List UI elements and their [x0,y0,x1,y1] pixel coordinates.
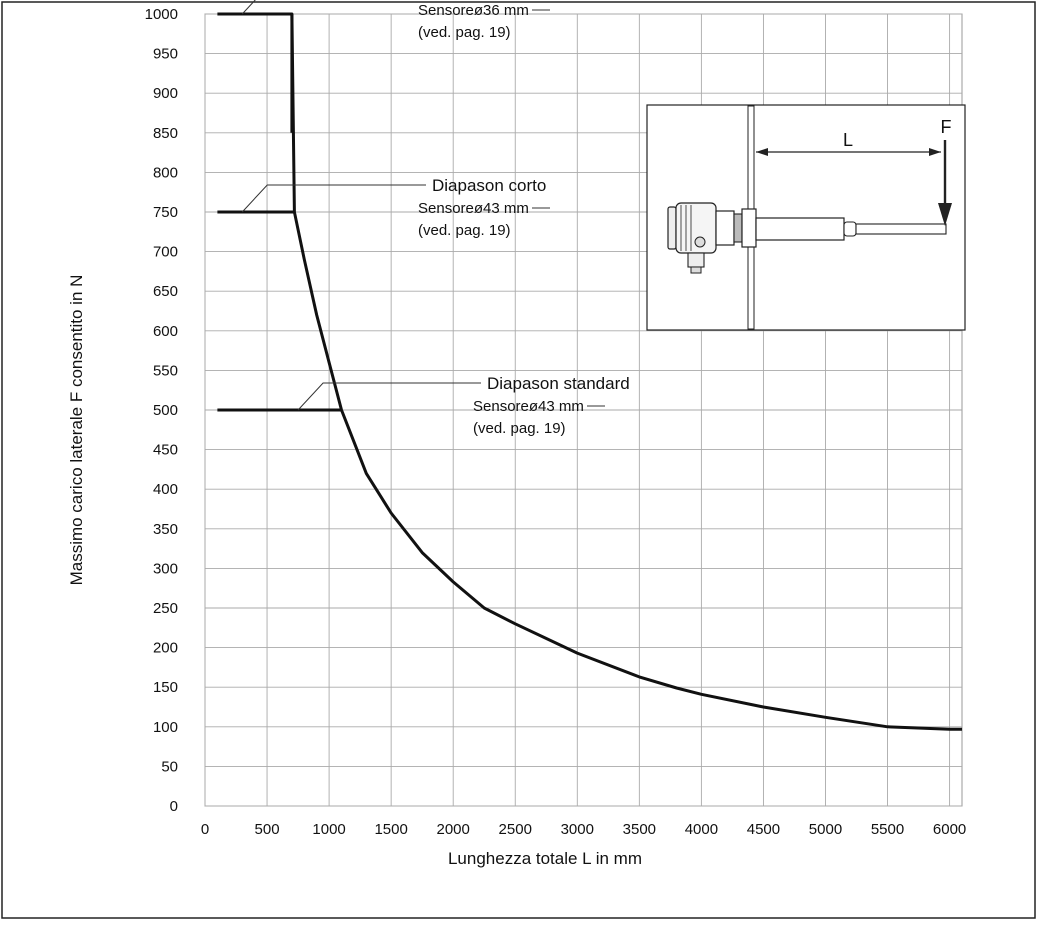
y-tick-label: 300 [153,560,178,577]
force-label: F [941,117,952,137]
y-tick-label: 1000 [145,6,178,23]
y-tick-label: 850 [153,125,178,142]
y-tick-label: 0 [170,798,178,815]
annotation-leader [241,0,256,15]
y-tick-label: 750 [153,204,178,221]
annotation-sensor: Sensoreø43 mm [473,398,584,415]
y-tick-label: 800 [153,164,178,181]
length-label: L [843,130,853,150]
y-tick-label: 150 [153,679,178,696]
annotation-leader [297,382,481,411]
x-axis-title: Lunghezza totale L in mm [448,849,642,868]
y-tick-label: 700 [153,244,178,261]
tuning-fork [855,223,947,235]
y-tick-label: 500 [153,402,178,419]
y-tick-label: 900 [153,85,178,102]
housing-cap [667,206,677,250]
x-tick-label: 1500 [374,821,407,838]
y-tick-label: 650 [153,283,178,300]
annotation-sensor: Sensoreø43 mm [418,200,529,217]
x-tick-label: 6000 [933,821,966,838]
x-tick-label: 500 [255,821,280,838]
adapter [715,210,735,246]
x-tick-label: 5500 [871,821,904,838]
cable-gland [687,252,705,268]
y-tick-label: 250 [153,600,178,617]
x-tick-label: 3000 [561,821,594,838]
y-tick-label: 600 [153,323,178,340]
y-tick-label: 450 [153,442,178,459]
probe-tube [755,217,845,241]
annotation-ref: (ved. pag. 19) [418,222,511,239]
x-tick-label: 0 [201,821,209,838]
x-tick-label: 2000 [437,821,470,838]
y-tick-label: 200 [153,640,178,657]
annotation-ref: (ved. pag. 19) [418,24,511,41]
x-tick-label: 4500 [747,821,780,838]
x-tick-labels: 0 500 1000 1500 2000 2500 3000 3500 4000 4500 5000… [201,821,966,838]
y-tick-labels: 0 50 100 150 200 250 300 350 400 450 500 550 600 650 7… [145,6,178,815]
load-curve [290,13,962,731]
probe-illustration: L F [646,104,966,331]
y-tick-label: 950 [153,46,178,63]
annotation-title: Diapason corto [432,176,546,195]
x-tick-label: 4000 [685,821,718,838]
x-tick-label: 1000 [312,821,345,838]
y-axis-title: Massimo carico laterale F consentito in … [67,275,86,586]
x-tick-label: 5000 [809,821,842,838]
y-tick-label: 50 [161,758,178,775]
x-tick-label: 3500 [623,821,656,838]
annotations-group: Diapason corto Sensoreø36 mm (ved. pag. 19… [241,0,630,437]
y-tick-label: 350 [153,521,178,538]
y-tick-label: 400 [153,481,178,498]
flange-nut [733,213,743,243]
y-tick-label: 100 [153,719,178,736]
annotation-title: Diapason standard [487,374,630,393]
annotation-ref: (ved. pag. 19) [473,420,566,437]
annotation-leader [241,184,426,213]
x-tick-label: 2500 [499,821,532,838]
flange [741,208,757,248]
y-tick-label: 550 [153,362,178,379]
annotation-sensor: Sensoreø36 mm [418,2,529,19]
